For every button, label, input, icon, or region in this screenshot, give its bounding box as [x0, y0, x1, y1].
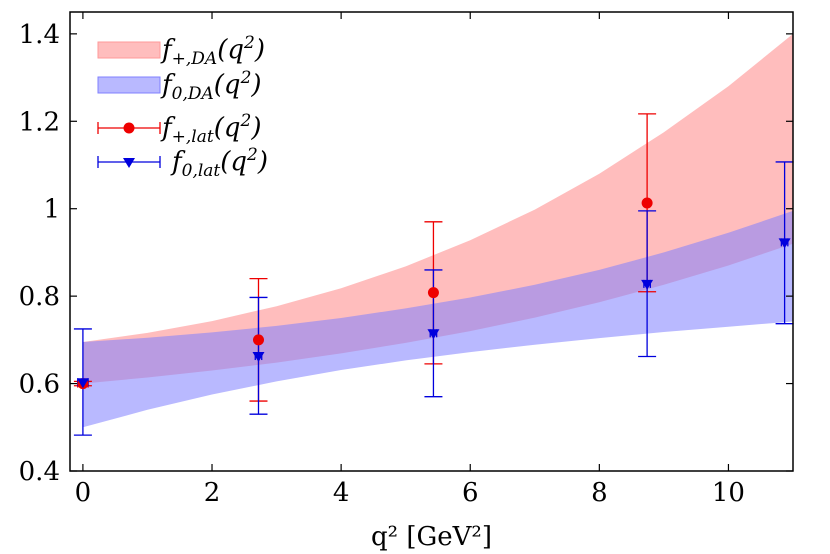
- legend-swatch: [97, 76, 161, 94]
- f-zero-lat-point: [778, 238, 791, 249]
- f-zero-lat-point: [641, 279, 654, 290]
- legend-marker: [123, 158, 135, 168]
- f-zero-lat-point: [252, 352, 265, 363]
- legend-swatch: [97, 41, 161, 59]
- legend-label: f+,DA(q2): [160, 33, 265, 69]
- legend: f+,DA(q2)f0,DA(q2) f+,lat(q2)f0,lat(q2): [97, 33, 268, 181]
- legend-item: f0,DA(q2): [97, 68, 262, 104]
- legend-item: f+,DA(q2): [97, 33, 265, 69]
- f-zero-lat-point: [76, 378, 89, 389]
- y-tick-label: 0.8: [19, 282, 60, 312]
- f-plus-lat-point: [252, 334, 264, 346]
- tick-labels-layer: 0 2 4 6 8 10 0.4 0.6 0.8 1 1.2 1.4: [19, 20, 745, 508]
- bands-layer: [82, 33, 793, 428]
- x-tick-label: 8: [591, 478, 608, 508]
- legend-label: f0,lat(q2): [170, 145, 268, 181]
- legend-label: f+,lat(q2): [160, 111, 261, 147]
- band-f-zero-da: [82, 210, 793, 428]
- x-tick-label: 6: [462, 478, 479, 508]
- f-plus-lat-point: [427, 287, 439, 299]
- legend-label: f0,DA(q2): [160, 68, 262, 104]
- y-tick-label: 1.2: [19, 107, 60, 137]
- y-tick-label: 0.6: [19, 370, 60, 400]
- x-tick-label: 2: [204, 478, 221, 508]
- markers-layer: [76, 197, 791, 390]
- x-tick-label: 10: [712, 478, 745, 508]
- y-tick-label: 1: [43, 195, 60, 225]
- f-plus-lat-point: [641, 197, 653, 209]
- legend-marker: [123, 122, 135, 134]
- y-tick-label: 0.4: [19, 457, 60, 487]
- x-tick-label: 4: [333, 478, 350, 508]
- ticks-layer: [70, 12, 793, 472]
- legend-item: f+,lat(q2): [97, 111, 261, 147]
- f-zero-lat-point: [427, 329, 440, 340]
- y-tick-label: 1.4: [19, 20, 60, 50]
- x-tick-label: 0: [75, 478, 92, 508]
- legend-item: f0,lat(q2): [97, 145, 268, 181]
- x-axis-label: q² [GeV²]: [371, 522, 492, 552]
- plot-frame: [69, 11, 794, 472]
